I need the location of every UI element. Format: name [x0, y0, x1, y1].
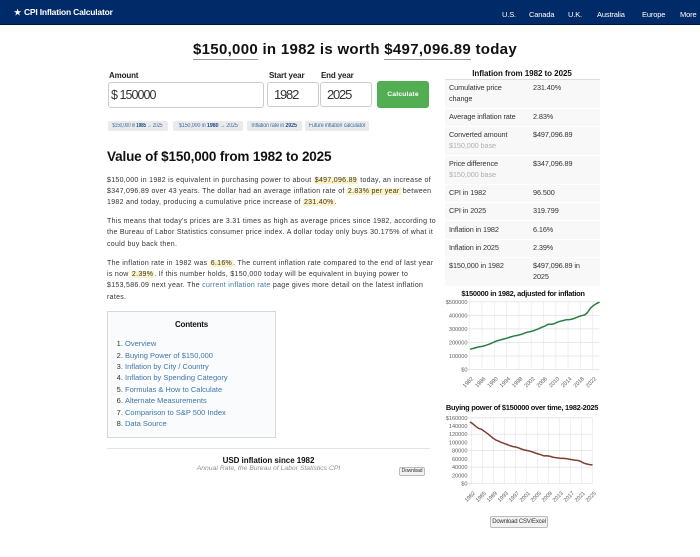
svg-text:120000: 120000 [449, 432, 468, 438]
svg-text:$0: $0 [461, 482, 467, 488]
svg-text:2002: 2002 [524, 376, 537, 389]
svg-text:2021: 2021 [574, 491, 587, 504]
svg-text:1994: 1994 [499, 376, 512, 389]
svg-text:1982: 1982 [462, 376, 475, 389]
svg-text:100000: 100000 [449, 440, 468, 446]
svg-text:1989: 1989 [486, 491, 499, 504]
svg-text:2009: 2009 [541, 491, 554, 504]
svg-text:2005: 2005 [530, 491, 543, 504]
svg-text:2018: 2018 [573, 376, 586, 389]
svg-text:2001: 2001 [519, 491, 532, 504]
svg-text:300000: 300000 [449, 327, 468, 333]
svg-text:$160000: $160000 [446, 416, 468, 422]
svg-text:1997: 1997 [508, 491, 521, 504]
svg-text:1990: 1990 [487, 376, 500, 389]
svg-text:20000: 20000 [452, 473, 468, 479]
svg-text:1985: 1985 [475, 491, 488, 504]
svg-text:$0: $0 [461, 368, 467, 374]
svg-text:40000: 40000 [452, 465, 468, 471]
svg-text:$500000: $500000 [446, 300, 468, 306]
svg-text:1982: 1982 [464, 491, 477, 504]
svg-text:2025: 2025 [585, 491, 598, 504]
svg-text:2022: 2022 [585, 376, 598, 389]
svg-text:400000: 400000 [449, 313, 468, 319]
svg-text:2013: 2013 [552, 491, 565, 504]
svg-text:2006: 2006 [536, 376, 549, 389]
svg-text:140000: 140000 [449, 424, 468, 430]
svg-text:1986: 1986 [474, 376, 487, 389]
svg-text:2017: 2017 [563, 491, 576, 504]
svg-text:2010: 2010 [548, 376, 561, 389]
svg-text:2014: 2014 [560, 376, 573, 389]
svg-text:200000: 200000 [449, 340, 468, 346]
svg-text:80000: 80000 [452, 449, 468, 455]
svg-text:1998: 1998 [511, 376, 524, 389]
svg-text:1993: 1993 [497, 491, 510, 504]
svg-text:60000: 60000 [452, 457, 468, 463]
svg-text:100000: 100000 [449, 354, 468, 360]
